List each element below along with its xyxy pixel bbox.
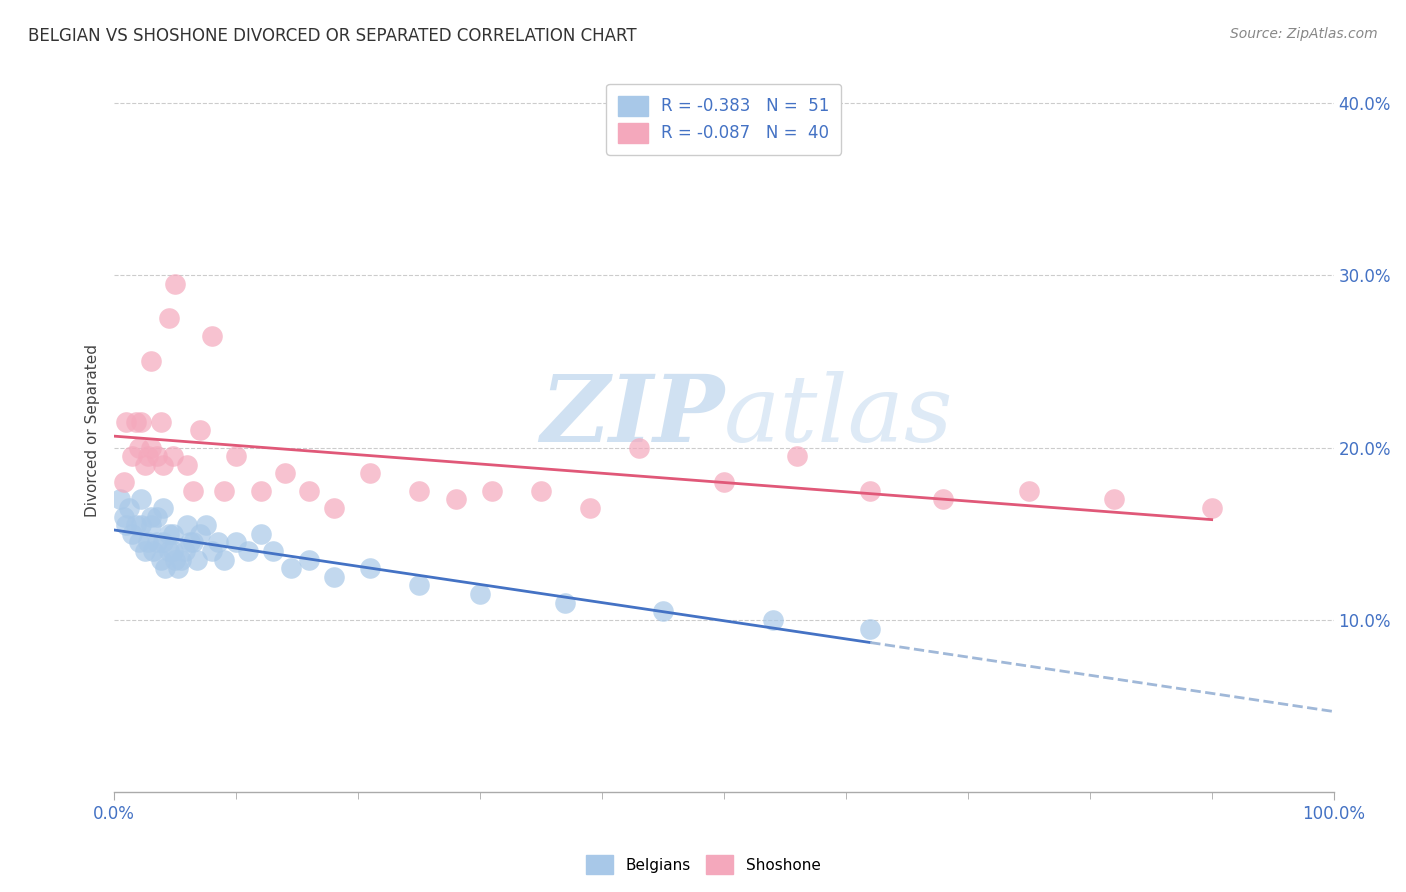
Point — [183, 535, 205, 549]
Point — [170, 552, 193, 566]
Point — [179, 535, 201, 549]
Point — [142, 544, 165, 558]
Point — [152, 458, 174, 472]
Point — [162, 526, 184, 541]
Point — [298, 483, 321, 498]
Point — [298, 552, 321, 566]
Point — [157, 526, 180, 541]
Point — [1201, 500, 1223, 515]
Point — [207, 535, 229, 549]
Y-axis label: Divorced or Separated: Divorced or Separated — [86, 344, 100, 516]
Point — [554, 596, 576, 610]
Point — [157, 544, 180, 558]
Point — [115, 415, 138, 429]
Point — [162, 449, 184, 463]
Point — [188, 526, 211, 541]
Point — [249, 526, 271, 541]
Point — [786, 449, 808, 463]
Legend: Belgians, Shoshone: Belgians, Shoshone — [579, 849, 827, 880]
Point — [859, 483, 882, 498]
Point — [408, 483, 430, 498]
Point — [155, 561, 177, 575]
Point — [201, 544, 224, 558]
Point — [152, 500, 174, 515]
Point — [146, 535, 169, 549]
Point — [1102, 492, 1125, 507]
Point — [138, 535, 160, 549]
Point — [408, 578, 430, 592]
Point — [125, 415, 148, 429]
Point — [146, 449, 169, 463]
Point — [194, 518, 217, 533]
Point — [359, 561, 381, 575]
Point — [149, 415, 172, 429]
Point — [176, 518, 198, 533]
Text: ZIP: ZIP — [540, 371, 724, 461]
Point — [188, 424, 211, 438]
Text: Source: ZipAtlas.com: Source: ZipAtlas.com — [1230, 27, 1378, 41]
Point — [129, 518, 152, 533]
Point — [128, 535, 150, 549]
Text: atlas: atlas — [724, 371, 953, 461]
Point — [578, 500, 600, 515]
Point — [238, 544, 260, 558]
Point — [165, 552, 187, 566]
Point — [121, 449, 143, 463]
Point — [146, 509, 169, 524]
Point — [115, 518, 138, 533]
Point — [212, 552, 235, 566]
Point — [274, 467, 297, 481]
Point — [183, 483, 205, 498]
Point — [139, 441, 162, 455]
Point — [129, 492, 152, 507]
Legend: R = -0.383   N =  51, R = -0.087   N =  40: R = -0.383 N = 51, R = -0.087 N = 40 — [606, 84, 841, 154]
Point — [128, 441, 150, 455]
Point — [186, 552, 208, 566]
Point — [530, 483, 553, 498]
Point — [110, 492, 132, 507]
Point — [225, 449, 247, 463]
Point — [176, 458, 198, 472]
Point — [162, 544, 184, 558]
Point — [713, 475, 735, 489]
Point — [859, 622, 882, 636]
Point — [481, 483, 503, 498]
Point — [139, 354, 162, 368]
Point — [932, 492, 955, 507]
Point — [134, 544, 156, 558]
Text: BELGIAN VS SHOSHONE DIVORCED OR SEPARATED CORRELATION CHART: BELGIAN VS SHOSHONE DIVORCED OR SEPARATE… — [28, 27, 637, 45]
Point — [212, 483, 235, 498]
Point — [125, 518, 148, 533]
Point — [225, 535, 247, 549]
Point — [1018, 483, 1040, 498]
Point — [118, 500, 141, 515]
Point — [322, 500, 344, 515]
Point — [201, 328, 224, 343]
Point — [112, 475, 135, 489]
Point — [262, 544, 284, 558]
Point — [444, 492, 467, 507]
Point — [322, 570, 344, 584]
Point — [139, 509, 162, 524]
Point — [157, 311, 180, 326]
Point — [359, 467, 381, 481]
Point — [249, 483, 271, 498]
Point — [129, 415, 152, 429]
Point — [152, 535, 174, 549]
Point — [112, 509, 135, 524]
Point — [134, 458, 156, 472]
Point — [139, 518, 162, 533]
Point — [174, 544, 197, 558]
Point — [138, 449, 160, 463]
Point — [762, 613, 785, 627]
Point — [166, 561, 188, 575]
Point — [121, 526, 143, 541]
Point — [652, 604, 675, 618]
Point — [468, 587, 491, 601]
Point — [149, 552, 172, 566]
Point — [627, 441, 650, 455]
Point — [165, 277, 187, 291]
Point — [280, 561, 302, 575]
